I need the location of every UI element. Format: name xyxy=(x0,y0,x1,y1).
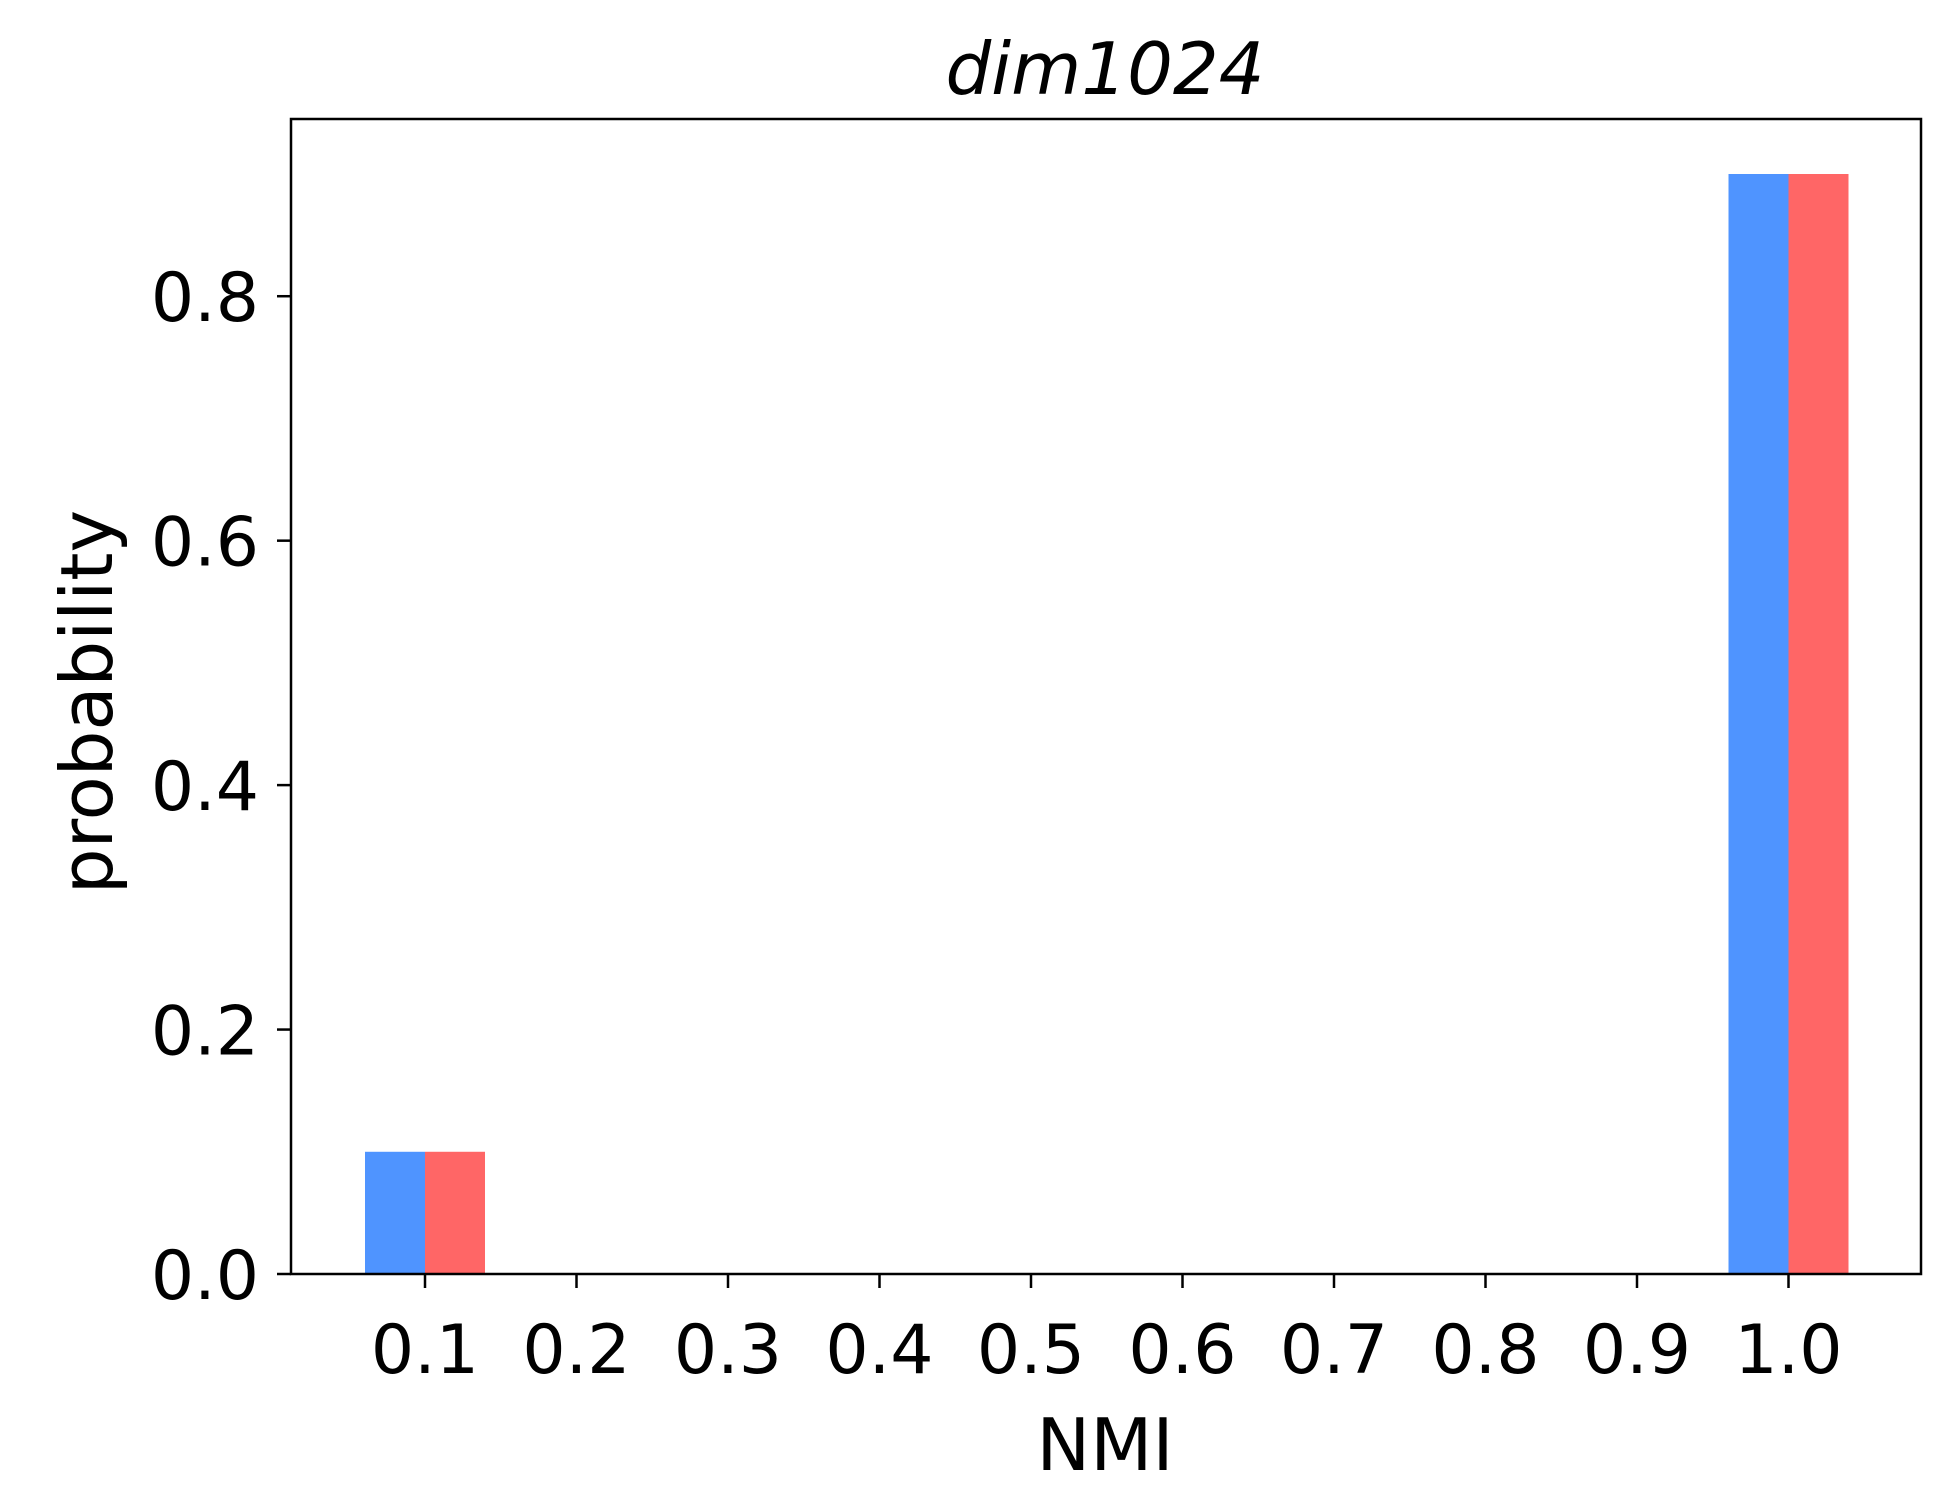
chart-title: dim1024 xyxy=(945,27,1264,111)
y-tick-label: 0.6 xyxy=(151,504,259,583)
y-tick-label: 0.4 xyxy=(151,748,259,827)
bars-group xyxy=(365,174,1849,1274)
plot-frame xyxy=(289,117,1923,1276)
x-tick-label: 0.8 xyxy=(1431,1311,1539,1390)
y-tick-label: 0.8 xyxy=(151,259,259,338)
bar-0.1-series-2 xyxy=(425,1151,485,1274)
x-tick-label: 0.1 xyxy=(371,1311,479,1390)
y-tick-label: 0.0 xyxy=(151,1237,259,1316)
x-tick-label: 0.5 xyxy=(977,1311,1085,1390)
x-tick-label: 0.2 xyxy=(522,1311,630,1390)
x-tick-label: 0.9 xyxy=(1583,1311,1691,1390)
x-tick-label: 0.6 xyxy=(1128,1311,1236,1390)
x-tick-label: 0.7 xyxy=(1280,1311,1388,1390)
x-axis-label: NMI xyxy=(1036,1403,1173,1487)
bar-1.0-series-1 xyxy=(1728,174,1789,1274)
y-axis: 0.0 0.2 0.4 0.6 0.8 xyxy=(151,259,291,1316)
x-axis: 0.1 0.2 0.3 0.4 0.5 0.6 0.7 0.8 0.9 1.0 xyxy=(371,1274,1843,1390)
bar-0.1-series-1 xyxy=(365,1151,425,1274)
x-tick-label: 0.4 xyxy=(825,1311,933,1390)
x-tick-label: 0.3 xyxy=(674,1311,782,1390)
x-tick-label: 1.0 xyxy=(1734,1311,1842,1390)
y-tick-label: 0.2 xyxy=(151,993,259,1072)
bar-1.0-series-2 xyxy=(1788,174,1849,1274)
y-axis-label: probability xyxy=(45,510,129,894)
